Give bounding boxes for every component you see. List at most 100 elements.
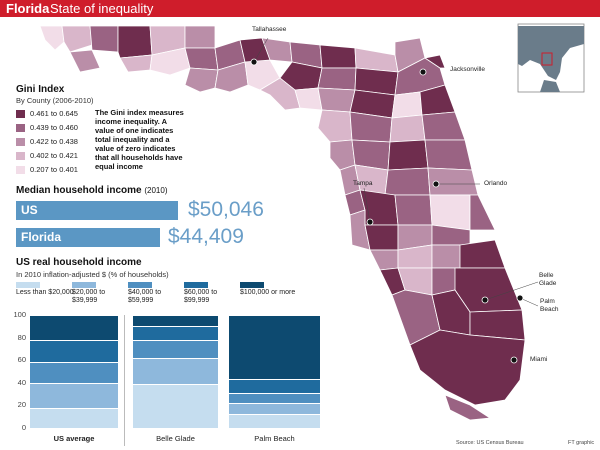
gini-legend-swatch	[16, 166, 25, 174]
county	[469, 194, 496, 231]
county	[389, 114, 426, 143]
city-label-tampa: Tampa	[353, 180, 373, 187]
median-value-florida: $44,409	[168, 225, 244, 248]
inset-map	[517, 23, 585, 93]
title-text: State of inequality	[50, 1, 154, 16]
gini-description: The Gini index measures income inequalit…	[95, 108, 184, 171]
bar-segment	[30, 315, 118, 340]
city-label-jacksonville: Jacksonville	[450, 66, 486, 73]
county	[117, 25, 153, 59]
bar-segment	[30, 362, 118, 383]
gini-title: Gini Index	[16, 84, 65, 95]
county	[429, 194, 471, 231]
county	[384, 167, 431, 196]
gini-legend-item: 0.207 to 0.401	[16, 165, 106, 174]
y-tick-label: 0	[21, 423, 26, 432]
gini-legend-swatch	[16, 138, 25, 146]
city-label-miami: Miami	[530, 356, 548, 363]
gini-legend-label: 0.402 to 0.421	[30, 151, 78, 160]
county	[214, 61, 249, 93]
gini-legend-label: 0.461 to 0.645	[30, 109, 78, 118]
median-bar-label: Florida	[21, 230, 62, 244]
y-tick-label: 60	[17, 355, 26, 365]
city-label-orlando: Orlando	[484, 180, 508, 187]
gini-legend-item: 0.422 to 0.438	[16, 137, 106, 146]
median-income-year: (2010)	[144, 186, 168, 195]
county	[359, 189, 399, 226]
city-label-palm-beach: Palm Beach	[540, 298, 559, 313]
gini-legend-item: 0.439 to 0.460	[16, 123, 106, 132]
bar-segment	[30, 339, 118, 363]
county	[149, 47, 191, 76]
chart-divider	[124, 315, 125, 446]
median-bar-us: US	[16, 201, 178, 220]
y-tick-label: 100	[13, 310, 26, 319]
bar-segment	[229, 403, 320, 415]
gini-legend-item: 0.461 to 0.645	[16, 109, 106, 118]
x-category-label: Palm Beach	[254, 434, 295, 443]
city-dot	[419, 68, 427, 76]
bar-segment	[229, 315, 320, 380]
city-label-tallahassee: Tallahassee	[252, 26, 287, 33]
gini-legend-label: 0.207 to 0.401	[30, 165, 78, 174]
gini-legend-label: 0.422 to 0.438	[30, 137, 78, 146]
inset-highlight	[541, 52, 553, 66]
gini-legend-swatch	[16, 110, 25, 118]
county	[409, 329, 526, 406]
bar-segment	[133, 357, 218, 384]
city-markers	[250, 37, 539, 364]
county	[329, 139, 356, 171]
income-legend-label: Less than $20,000	[16, 289, 74, 296]
income-legend-label: $20,000 to $39,999	[72, 289, 106, 304]
bar-segment	[30, 407, 118, 428]
city-dot	[366, 218, 374, 226]
income-title: US real household income	[16, 257, 142, 268]
bar-segment	[133, 326, 218, 340]
median-bar-label: US	[21, 203, 38, 217]
county	[184, 25, 216, 49]
title-state: Florida	[6, 1, 50, 16]
median-income-title: Median household income (2010)	[16, 185, 167, 196]
gini-legend-label: 0.439 to 0.460	[30, 123, 78, 132]
county	[39, 25, 65, 51]
source-note: Source: US Census Bureau	[456, 440, 524, 446]
county	[391, 91, 423, 119]
stacked-bar	[133, 315, 218, 428]
county	[69, 49, 101, 73]
stacked-bar	[30, 315, 118, 428]
median-income-title-text: Median household income	[16, 185, 142, 196]
income-legend-swatch	[128, 282, 152, 288]
county	[317, 87, 356, 113]
income-legend-swatch	[72, 282, 96, 288]
income-legend-label: $100,000 or more	[240, 289, 296, 296]
gini-subtitle: By County (2006-2010)	[16, 96, 94, 105]
city-dot	[516, 294, 524, 302]
bar-segment	[229, 392, 320, 404]
county	[364, 224, 399, 251]
credit-note: FT graphic	[568, 440, 595, 446]
city-dot	[432, 180, 440, 188]
city-dot	[481, 296, 489, 304]
x-category-label: US average	[53, 434, 95, 443]
bar-segment	[133, 339, 218, 358]
y-tick-label: 20	[17, 400, 26, 410]
county	[444, 394, 492, 421]
y-tick-label: 80	[17, 332, 26, 342]
county	[459, 239, 506, 269]
bar-segment	[133, 315, 218, 327]
gini-legend-item: 0.402 to 0.421	[16, 151, 106, 160]
county	[119, 54, 153, 73]
county	[369, 249, 399, 271]
bar-segment	[229, 379, 320, 393]
city-dot	[510, 356, 518, 364]
city-dot	[250, 58, 258, 66]
county	[184, 47, 219, 71]
county	[184, 67, 219, 93]
bar-segment	[133, 383, 218, 428]
y-tick-label: 40	[17, 377, 26, 387]
income-legend-label: $60,000 to $99,999	[184, 289, 218, 304]
county	[317, 67, 357, 91]
county	[319, 44, 357, 69]
